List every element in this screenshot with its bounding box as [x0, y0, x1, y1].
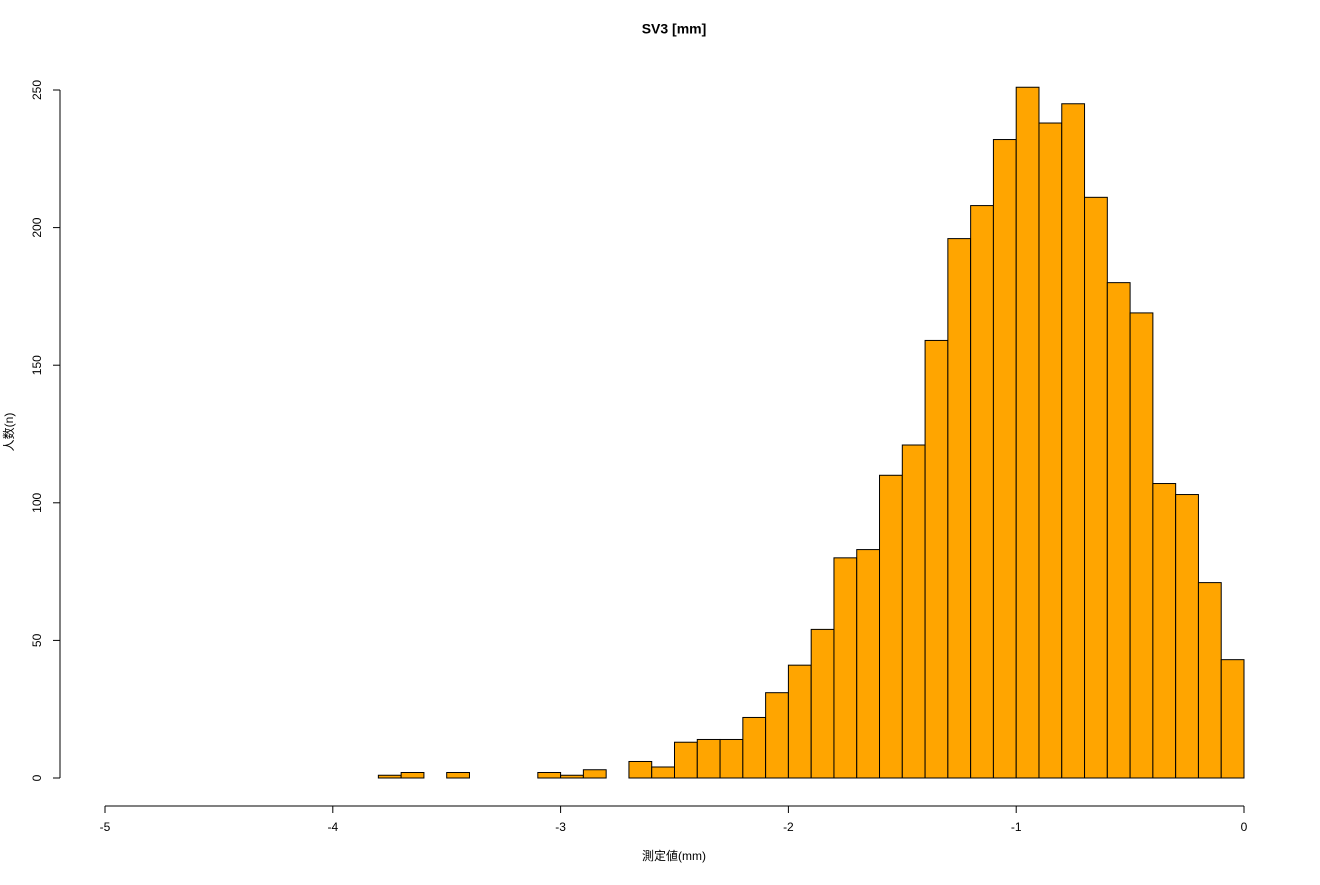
bar	[1061, 103, 1086, 779]
bar	[628, 760, 653, 779]
bar	[1175, 494, 1199, 779]
bar	[1015, 86, 1040, 779]
bar	[1106, 282, 1131, 779]
bar	[537, 771, 562, 779]
x-tick-label: -5	[100, 820, 111, 834]
bar	[970, 205, 994, 779]
bar	[765, 692, 789, 779]
bar	[1038, 122, 1063, 779]
bar	[446, 771, 470, 779]
bar	[833, 557, 858, 779]
bar	[400, 771, 425, 779]
bar	[1152, 483, 1177, 779]
x-tick-label: 0	[1241, 820, 1248, 834]
y-tick-label: 0	[30, 774, 44, 781]
bar	[787, 664, 812, 779]
bar	[1220, 659, 1245, 779]
y-tick-label: 50	[30, 633, 44, 647]
y-axis-label: 人数(n)	[1, 413, 16, 452]
x-tick-label: -2	[783, 820, 794, 834]
bar	[1197, 582, 1222, 779]
bar	[947, 238, 972, 779]
x-tick-label: -1	[1011, 820, 1022, 834]
bar	[719, 738, 744, 779]
x-tick-label: -4	[327, 820, 338, 834]
bar	[651, 766, 675, 779]
bar	[992, 139, 1017, 779]
bar	[742, 716, 767, 779]
chart-title: SV3 [mm]	[642, 21, 707, 37]
bar	[1084, 196, 1108, 779]
bar	[901, 444, 926, 779]
bar	[560, 774, 584, 779]
y-tick-label: 100	[30, 492, 44, 512]
bar	[879, 474, 903, 779]
bar	[856, 549, 881, 779]
bar	[377, 774, 402, 779]
bar	[696, 738, 721, 779]
y-tick-label: 200	[30, 217, 44, 237]
bar	[1129, 312, 1154, 779]
y-tick-label: 150	[30, 355, 44, 375]
bar	[582, 769, 607, 779]
bar	[674, 741, 698, 779]
x-tick-label: -3	[555, 820, 566, 834]
y-tick-label: 250	[30, 80, 44, 100]
bar	[810, 628, 835, 779]
bar	[924, 339, 949, 779]
x-axis-label: 測定値(mm)	[642, 848, 706, 863]
